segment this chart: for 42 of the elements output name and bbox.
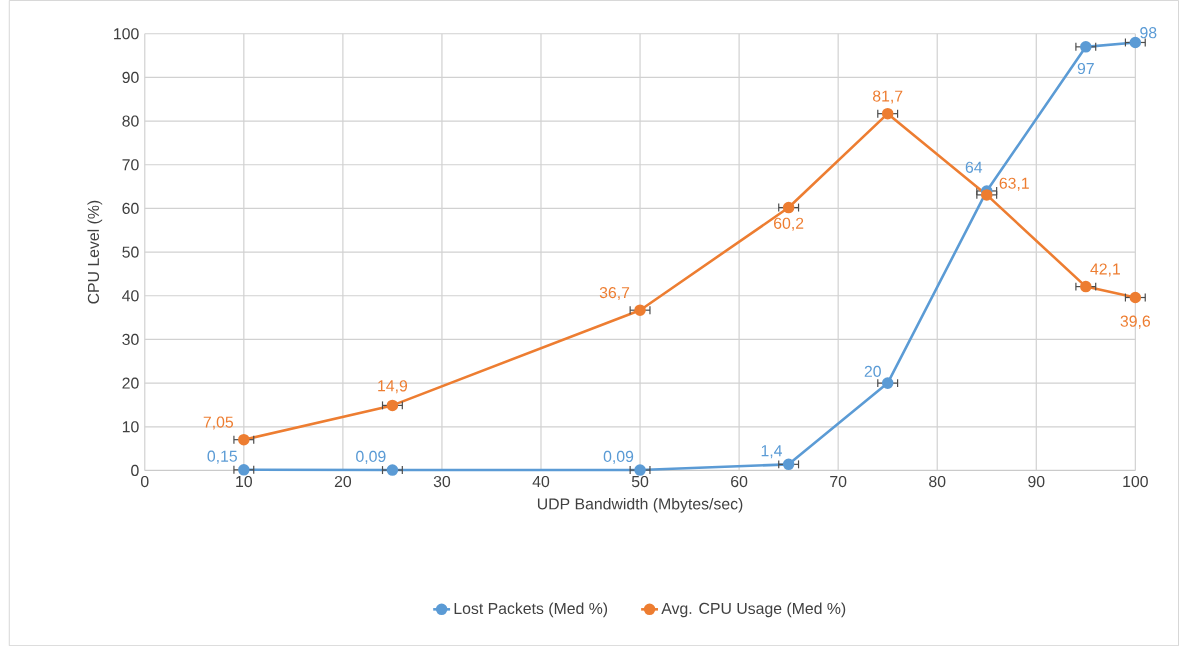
x-tick-label: 10: [236, 475, 252, 488]
y-tick-label: 0: [131, 464, 139, 476]
data-label: 60,2: [774, 217, 804, 231]
data-label: 14,9: [378, 380, 408, 394]
y-tick-label: 40: [122, 290, 139, 302]
legend-label: Avg. CPU Usage (Med %): [661, 602, 846, 618]
data-label: 0,15: [207, 450, 237, 464]
data-label: 81,7: [872, 90, 903, 104]
data-label: 1,4: [761, 445, 783, 459]
data-label: 63,1: [999, 177, 1029, 191]
data-label: 98: [1140, 27, 1157, 39]
data-label: 0,09: [356, 450, 386, 464]
data-label: 7,05: [203, 416, 234, 430]
data-label: 0,09: [603, 450, 634, 464]
y-tick-label: 30: [122, 333, 139, 345]
data-label: 39,6: [1120, 315, 1151, 329]
y-tick-label: 70: [122, 159, 139, 171]
x-tick-label: 20: [334, 475, 352, 488]
data-label: 64: [965, 161, 983, 173]
data-label: 97: [1077, 62, 1094, 75]
x-tick-label: 100: [1123, 475, 1148, 488]
y-tick-label: 20: [122, 377, 139, 389]
x-tick-label: 50: [631, 475, 649, 488]
x-tick-label: 60: [731, 475, 748, 488]
x-tick-label: 90: [1028, 475, 1045, 488]
x-tick-label: 40: [532, 475, 550, 488]
legend-label: Lost Packets (Med %): [454, 602, 608, 618]
y-tick-label: 100: [114, 28, 139, 40]
y-tick-label: 60: [122, 202, 139, 214]
data-label: 36,7: [599, 286, 630, 300]
x-tick-label: 30: [433, 475, 451, 488]
x-tick-label: 80: [929, 475, 946, 488]
data-label: 20: [864, 365, 881, 377]
y-tick-label: 10: [122, 421, 139, 433]
x-tick-label: 70: [830, 475, 847, 488]
y-axis-title: CPU Level (%): [87, 200, 103, 304]
y-tick-label: 50: [122, 246, 139, 258]
data-label: 42,1: [1090, 263, 1120, 277]
x-tick-label: 0: [140, 475, 149, 488]
y-tick-label: 80: [122, 115, 139, 127]
y-tick-label: 90: [122, 71, 139, 83]
x-axis-title: UDP Bandwidth (Mbytes/sec): [537, 497, 743, 513]
